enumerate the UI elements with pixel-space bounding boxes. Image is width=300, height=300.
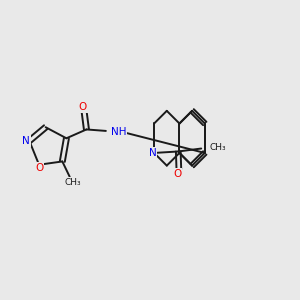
Text: O: O	[173, 169, 181, 179]
Text: CH₃: CH₃	[64, 178, 81, 187]
Text: O: O	[79, 102, 87, 112]
Text: N: N	[22, 136, 30, 146]
Text: N: N	[149, 148, 157, 158]
Text: NH: NH	[111, 128, 126, 137]
Text: CH₃: CH₃	[209, 143, 226, 152]
Text: O: O	[35, 163, 43, 173]
